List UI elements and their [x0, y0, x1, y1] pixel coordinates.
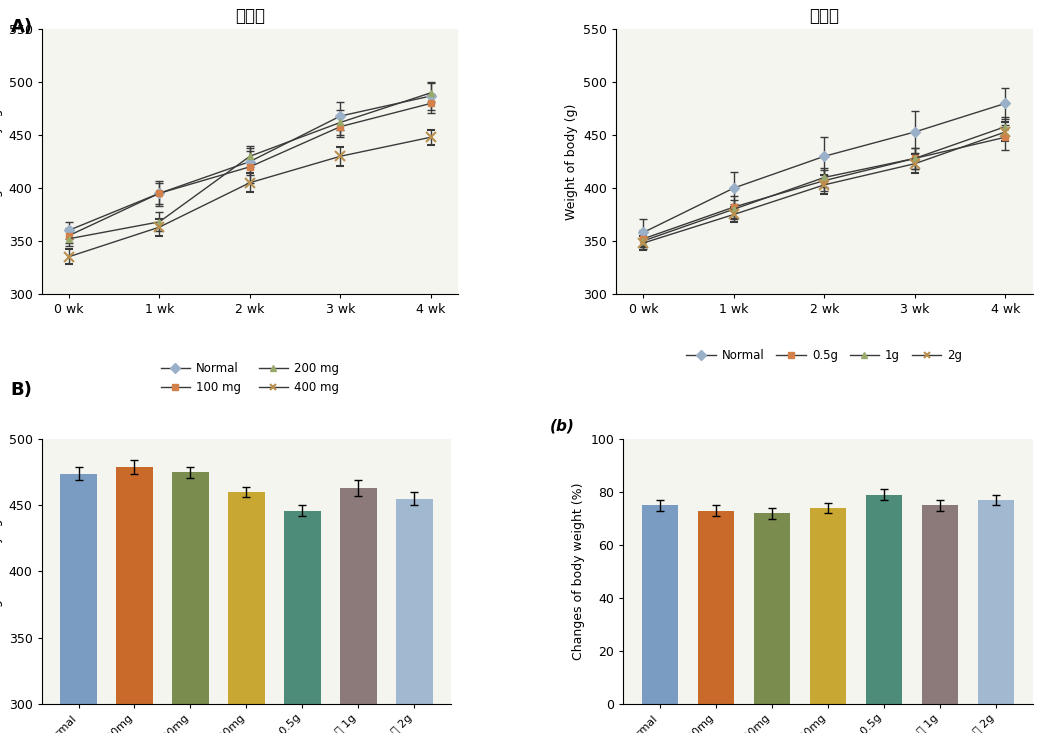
Bar — [396, 498, 433, 733]
Bar — [60, 474, 97, 733]
Legend: Normal, 100 mg, 200 mg, 400 mg: Normal, 100 mg, 200 mg, 400 mg — [155, 358, 344, 399]
Bar — [754, 513, 790, 704]
Bar — [866, 495, 902, 704]
Y-axis label: Weight of body (g): Weight of body (g) — [564, 103, 578, 220]
Bar — [641, 505, 678, 704]
Bar — [809, 508, 846, 704]
Text: A): A) — [10, 18, 32, 37]
Y-axis label: Weight of body (g): Weight of body (g) — [0, 103, 3, 220]
Y-axis label: Changes of body weight (%): Changes of body weight (%) — [572, 483, 585, 660]
Bar — [340, 488, 377, 733]
Bar — [698, 511, 734, 704]
Y-axis label: Weight of body (g): Weight of body (g) — [0, 513, 3, 630]
Bar — [977, 500, 1014, 704]
Bar — [228, 492, 265, 733]
Bar — [172, 472, 209, 733]
Text: (b): (b) — [550, 418, 575, 433]
Bar — [285, 511, 320, 733]
Legend: Normal, 0.5g, 1g, 2g: Normal, 0.5g, 1g, 2g — [682, 345, 967, 367]
Title: 오미자: 오미자 — [235, 7, 265, 25]
Text: B): B) — [10, 381, 32, 399]
Bar — [117, 467, 152, 733]
Bar — [922, 505, 957, 704]
Title: 복분자: 복분자 — [809, 7, 840, 25]
